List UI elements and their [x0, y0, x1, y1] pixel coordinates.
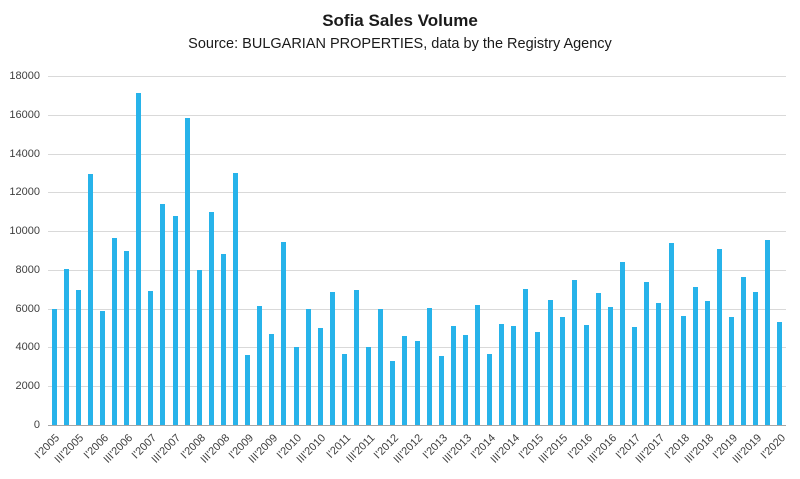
gridline	[48, 231, 786, 233]
bar	[438, 356, 444, 425]
bar	[499, 324, 505, 425]
bar	[535, 331, 541, 425]
bar	[692, 287, 698, 425]
bar	[753, 292, 759, 425]
bar	[414, 340, 420, 425]
bar	[390, 361, 396, 425]
bar	[208, 211, 214, 425]
bar	[559, 317, 565, 425]
bar	[184, 117, 190, 425]
y-axis-label: 10000	[9, 225, 40, 238]
y-axis-label: 0	[33, 419, 40, 431]
bar	[354, 290, 359, 425]
bar	[317, 328, 323, 425]
bar	[595, 293, 601, 425]
y-axis-label: 14000	[9, 147, 40, 160]
bar	[378, 308, 384, 425]
gridline	[48, 269, 786, 271]
bar	[656, 302, 662, 425]
y-axis-label: 12000	[9, 186, 40, 199]
bar	[305, 308, 311, 425]
bar	[632, 327, 638, 425]
bar	[281, 241, 287, 425]
bar	[63, 268, 69, 425]
bar	[148, 291, 154, 425]
bar	[136, 93, 142, 425]
bar	[196, 269, 202, 425]
bar	[487, 354, 493, 425]
bar	[269, 333, 275, 425]
bar	[644, 281, 650, 425]
bar	[366, 347, 372, 425]
bar	[716, 248, 722, 425]
bar	[680, 316, 686, 425]
y-axis-label: 8000	[15, 263, 40, 276]
x-axis-line	[48, 425, 786, 426]
bar	[51, 308, 57, 425]
gridline	[48, 114, 786, 116]
bar	[511, 326, 517, 425]
x-axis-label: I'2020	[758, 432, 789, 462]
bar	[233, 172, 239, 425]
bar	[426, 307, 432, 425]
bar	[329, 292, 335, 425]
bar	[87, 173, 93, 425]
bar	[99, 310, 105, 425]
gridline	[48, 192, 786, 194]
bar	[523, 289, 529, 425]
y-axis-label: 6000	[15, 302, 40, 315]
bar	[124, 250, 130, 425]
bar	[668, 242, 674, 425]
plot-area: 0 2000 4000 6000 8000 10000 12000 14000 16000 180…	[9, 70, 788, 466]
bar	[608, 306, 614, 425]
chart-subtitle: Source: BULGARIAN PROPERTIES, data by th…	[188, 36, 612, 52]
bar	[402, 335, 408, 425]
gridline	[48, 153, 786, 155]
bar	[172, 215, 178, 425]
y-axis-label: 2000	[15, 380, 40, 393]
bar	[112, 237, 118, 425]
bar	[160, 203, 166, 425]
bar	[450, 326, 456, 425]
gridline	[48, 76, 786, 77]
bar	[583, 325, 589, 425]
bar	[729, 317, 735, 425]
gridline	[48, 308, 786, 310]
bar	[704, 300, 710, 425]
y-axis-label: 16000	[9, 108, 40, 121]
bar	[245, 355, 251, 425]
bar	[220, 254, 226, 425]
bar	[620, 262, 626, 425]
bar	[547, 299, 553, 425]
bar	[293, 347, 299, 425]
bar	[474, 304, 480, 425]
bar	[75, 290, 81, 425]
chart-title: Sofia Sales Volume	[322, 11, 478, 30]
bar	[257, 305, 263, 425]
bar	[462, 334, 468, 425]
bar	[765, 239, 771, 425]
bar	[777, 322, 783, 425]
y-axis-label: 4000	[15, 341, 40, 354]
bar	[741, 276, 747, 425]
y-axis-label: 18000	[9, 70, 40, 82]
bar	[571, 279, 577, 425]
bar	[341, 354, 347, 425]
